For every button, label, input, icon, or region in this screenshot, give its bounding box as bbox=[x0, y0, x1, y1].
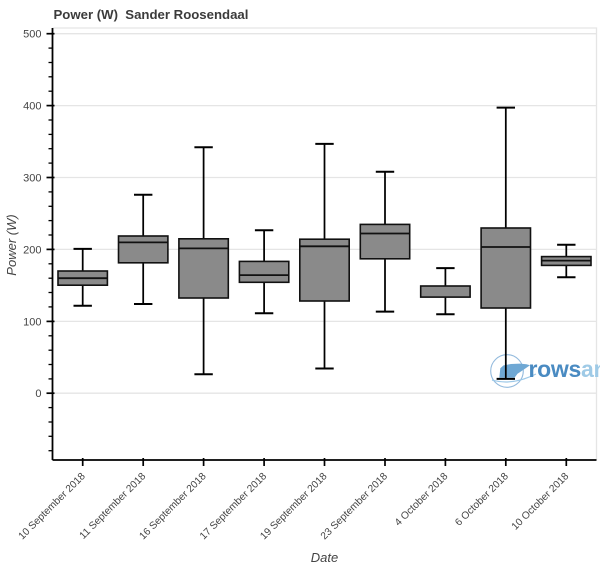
svg-text:rowsandall: rowsandall bbox=[529, 356, 600, 382]
svg-text:300: 300 bbox=[23, 172, 41, 184]
svg-text:200: 200 bbox=[23, 244, 41, 256]
svg-text:Date: Date bbox=[311, 550, 338, 565]
svg-text:100: 100 bbox=[23, 316, 41, 328]
svg-text:500: 500 bbox=[23, 29, 41, 41]
svg-text:Power (W) Sander Roosendaal: Power (W) Sander Roosendaal bbox=[54, 7, 249, 22]
svg-text:Power (W): Power (W) bbox=[4, 214, 19, 275]
svg-text:400: 400 bbox=[23, 101, 41, 113]
svg-text:0: 0 bbox=[35, 388, 41, 400]
